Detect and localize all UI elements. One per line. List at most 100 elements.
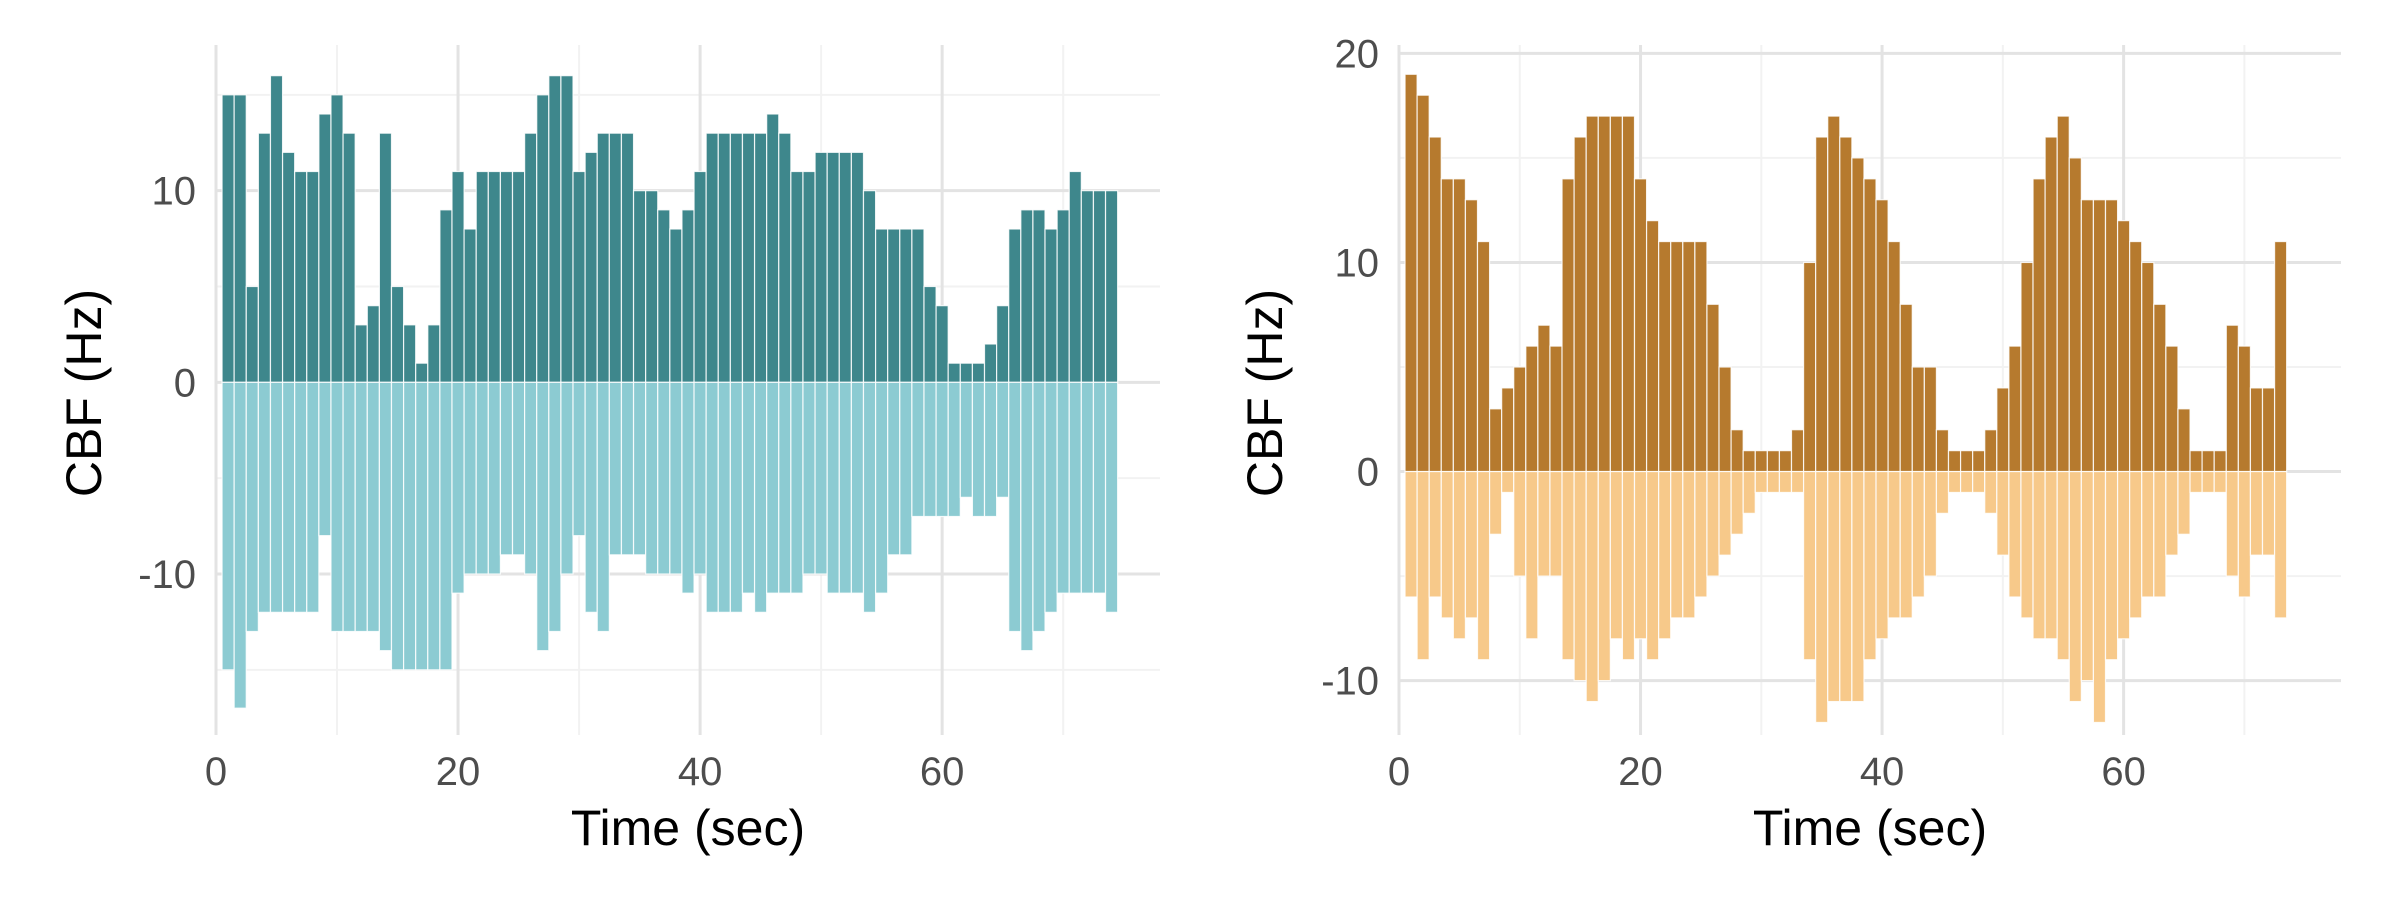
left-x-tick-label: 0	[205, 750, 227, 794]
right-negative-bar	[2056, 470, 2070, 661]
right-negative-bar	[2116, 470, 2131, 640]
right-negative-bar	[1501, 470, 1515, 494]
right-positive-bar	[1645, 220, 1660, 473]
right-negative-bar	[1621, 470, 1636, 661]
right-positive-bar	[1621, 115, 1636, 473]
right-positive-bar	[1802, 261, 1817, 473]
left-negative-bar	[402, 381, 417, 671]
right-negative-bar	[1935, 470, 1950, 514]
left-x-tick-label: 60	[920, 750, 965, 794]
right-x-tick-label: 60	[2101, 750, 2146, 794]
right-y-axis-title: CBF (Hz)	[1237, 289, 1293, 497]
right-positive-bar	[2056, 115, 2070, 473]
left-positive-bar	[245, 285, 259, 383]
right-negative-bar	[1778, 470, 1793, 494]
right-positive-bar	[1935, 429, 1950, 473]
right-positive-bar	[2249, 387, 2264, 473]
right-negative-bar	[2080, 470, 2095, 682]
right-x-tick-label: 40	[1860, 750, 1905, 794]
right-positive-bar	[1911, 366, 1925, 473]
right-negative-bar	[2008, 470, 2022, 598]
left-negative-bar	[439, 381, 453, 671]
right-positive-bar	[2080, 199, 2095, 473]
left-positive-bar	[1092, 190, 1107, 383]
right-positive-bar	[2273, 240, 2288, 473]
right-negative-bar	[1923, 470, 1938, 577]
left-negative-bar	[548, 381, 562, 633]
right-negative-bar	[1947, 470, 1962, 494]
left-positive-bar	[390, 285, 405, 383]
right-negative-bar	[1718, 470, 1732, 556]
left-positive-bar	[645, 190, 659, 383]
left-x-tick-label: 40	[678, 750, 723, 794]
left-negative-bar	[378, 381, 393, 652]
right-positive-bar	[2020, 261, 2034, 473]
left-negative-bar	[499, 381, 514, 556]
left-negative-bar	[766, 381, 780, 594]
right-positive-bar	[1609, 115, 1624, 473]
right-positive-bar	[1996, 387, 2010, 473]
right-positive-bar	[1706, 303, 1720, 473]
right-negative-bar	[1416, 470, 1430, 661]
right-negative-bar	[1899, 470, 1913, 619]
left-positive-bar	[1068, 170, 1082, 383]
left-positive-bar	[814, 151, 828, 383]
left-negative-bar	[778, 381, 792, 594]
right-x-tick-label: 20	[1618, 750, 1663, 794]
left-positive-bar	[451, 170, 465, 383]
left-negative-bar	[245, 381, 259, 633]
right-plot-area: 0 20 40 60 -10 0 10 20	[1321, 32, 2341, 794]
left-positive-bar	[657, 209, 671, 383]
right-positive-bar	[1875, 199, 1889, 473]
right-negative-bar	[1525, 470, 1539, 640]
left-positive-bar	[294, 170, 308, 383]
right-negative-bar	[1815, 470, 1829, 724]
right-positive-bar	[1730, 429, 1744, 473]
left-negative-bar	[560, 381, 574, 575]
right-negative-bar	[1839, 470, 1853, 703]
left-negative-bar	[996, 381, 1010, 498]
right-y-tick-label: 10	[1335, 241, 1380, 285]
left-negative-bar	[790, 381, 804, 594]
right-positive-bar	[2129, 240, 2143, 473]
left-negative-bar	[1080, 381, 1095, 594]
left-positive-bar	[887, 228, 901, 383]
right-positive-bar	[1549, 345, 1563, 473]
right-positive-bar	[1416, 94, 1430, 473]
right-negative-bar	[1706, 470, 1720, 577]
right-negative-bar	[1573, 470, 1587, 682]
right-positive-bar	[2032, 178, 2046, 473]
left-positive-bar	[1056, 209, 1070, 383]
left-positive-bar	[669, 228, 683, 383]
left-negative-bar	[971, 381, 986, 518]
right-negative-bar	[1790, 470, 1805, 494]
right-positive-bar	[1464, 199, 1479, 473]
left-positive-bar	[1008, 228, 1022, 383]
right-positive-bar	[1488, 408, 1503, 473]
left-negative-bar	[511, 381, 526, 556]
right-positive-bar	[2068, 157, 2082, 473]
right-negative-bar	[2249, 470, 2264, 556]
left-negative-bar	[354, 381, 368, 633]
left-positive-bar	[802, 170, 816, 383]
right-negative-bar	[1658, 470, 1672, 640]
right-negative-bar	[2237, 470, 2252, 598]
right-negative-bar	[1959, 470, 1974, 494]
right-negative-bar	[2032, 470, 2046, 640]
left-negative-bar	[850, 381, 865, 594]
left-positive-bar	[1020, 209, 1034, 383]
right-x-axis-title: Time (sec)	[1753, 800, 1987, 856]
right-positive-bar	[2261, 387, 2276, 473]
left-positive-bar	[269, 75, 284, 383]
left-positive-bar	[475, 170, 489, 383]
right-positive-bar	[2225, 324, 2239, 473]
left-positive-bar	[959, 362, 974, 383]
right-negative-bar	[1452, 470, 1467, 640]
right-positive-bar	[1947, 450, 1962, 473]
left-positive-bar	[548, 75, 562, 383]
left-y-tick-label: 10	[152, 170, 197, 214]
right-negative-bar	[1730, 470, 1744, 535]
right-positive-bar	[2092, 199, 2107, 473]
right-positive-bar	[1682, 240, 1696, 473]
